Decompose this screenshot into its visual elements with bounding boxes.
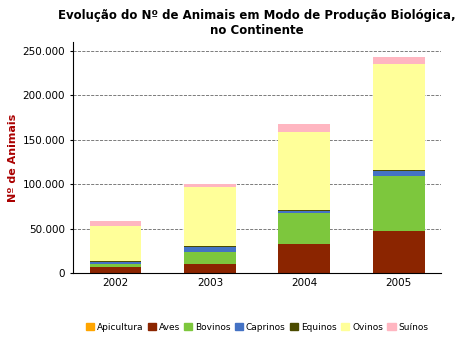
Bar (184, 264, 236, 273)
Bar (90, 267, 142, 273)
Bar (278, 211, 330, 212)
Bar (278, 124, 330, 132)
Y-axis label: Nº de Animais: Nº de Animais (8, 113, 18, 202)
Bar (90, 226, 142, 261)
Bar (278, 244, 330, 273)
Bar (90, 261, 142, 262)
Bar (373, 57, 425, 64)
Bar (373, 176, 425, 231)
Bar (373, 64, 425, 170)
Bar (184, 246, 236, 247)
Bar (373, 171, 425, 176)
Bar (184, 252, 236, 264)
Legend: Apicultura, Aves, Bovinos, Caprinos, Equinos, Ovinos, Suínos: Apicultura, Aves, Bovinos, Caprinos, Equ… (82, 319, 432, 335)
Bar (278, 212, 330, 244)
Bar (184, 184, 236, 187)
Bar (373, 170, 425, 171)
Bar (90, 264, 142, 267)
Bar (278, 132, 330, 210)
Bar (278, 210, 330, 211)
Bar (90, 222, 142, 226)
Bar (184, 187, 236, 246)
Title: Evolução do Nº de Animais em Modo de Produção Biológica,
no Continente: Evolução do Nº de Animais em Modo de Pro… (58, 9, 455, 37)
Bar (184, 247, 236, 252)
Bar (373, 231, 425, 273)
Bar (90, 262, 142, 264)
